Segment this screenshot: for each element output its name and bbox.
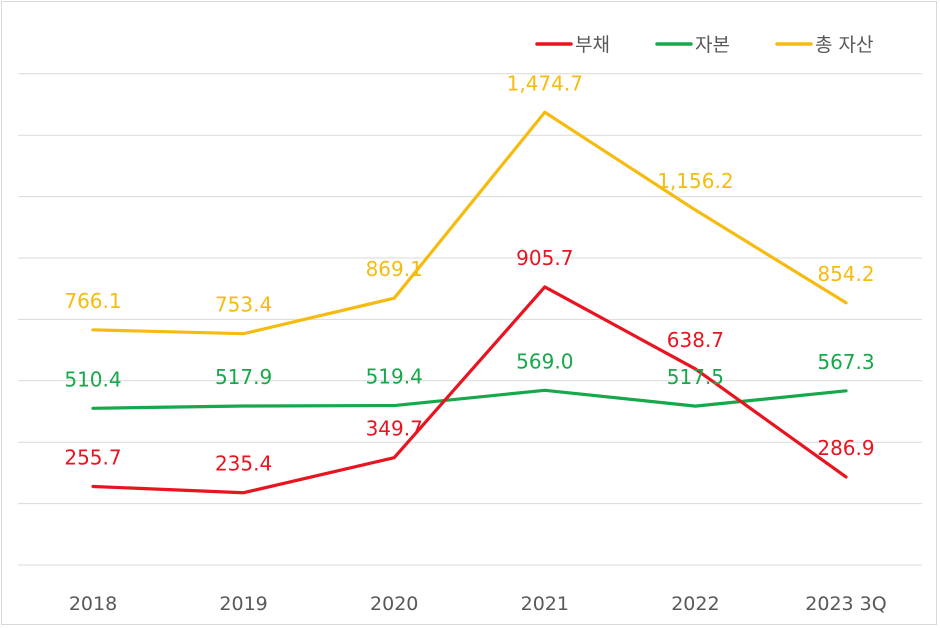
data-label: 766.1 [64, 289, 121, 313]
data-label: 349.7 [366, 417, 423, 441]
data-label: 510.4 [64, 367, 121, 391]
series-line-0 [91, 285, 848, 495]
data-label: 517.5 [667, 365, 724, 389]
legend-label: 총 자산 [815, 34, 873, 56]
legend-label: 자본 [695, 34, 730, 56]
data-label: 255.7 [64, 446, 121, 470]
x-tick-label: 2022 [671, 593, 719, 615]
data-label: 569.0 [516, 349, 573, 373]
x-tick-label: 2020 [370, 593, 418, 615]
series-line-1 [91, 388, 848, 410]
data-label: 1,156.2 [657, 169, 733, 193]
x-tick-label: 2023 3Q [805, 593, 886, 615]
data-label: 517.9 [215, 365, 272, 389]
data-label: 235.4 [215, 452, 272, 476]
x-tick-label: 2019 [219, 593, 267, 615]
series-line-2 [91, 110, 848, 336]
data-label: 854.2 [817, 262, 874, 286]
data-label: 753.4 [215, 293, 272, 317]
legend-label: 부채 [575, 34, 610, 56]
data-label: 519.4 [366, 365, 423, 389]
x-tick-label: 2021 [521, 593, 569, 615]
data-label: 905.7 [516, 246, 573, 270]
data-label: 1,474.7 [507, 71, 583, 95]
data-label: 638.7 [667, 328, 724, 352]
data-label: 286.9 [817, 436, 874, 460]
x-tick-label: 2018 [69, 593, 117, 615]
data-label: 869.1 [366, 257, 423, 281]
data-label: 567.3 [817, 350, 874, 374]
